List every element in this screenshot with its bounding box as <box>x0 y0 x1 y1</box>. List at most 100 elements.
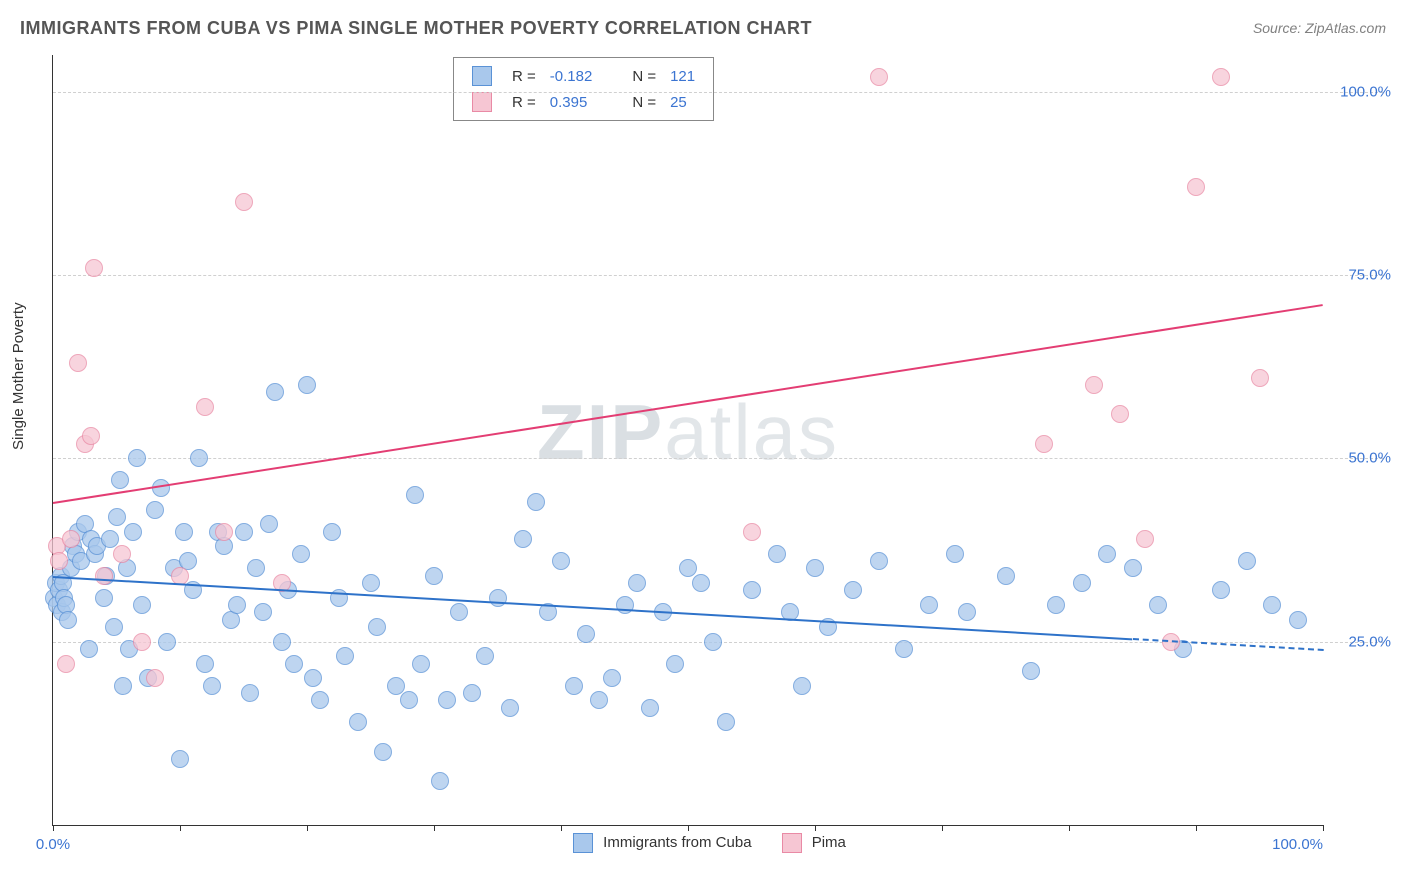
scatter-point <box>304 669 322 687</box>
scatter-point <box>1136 530 1154 548</box>
scatter-point <box>412 655 430 673</box>
scatter-point <box>374 743 392 761</box>
scatter-point <box>1111 405 1129 423</box>
scatter-point <box>273 633 291 651</box>
scatter-point <box>95 589 113 607</box>
scatter-point <box>793 677 811 695</box>
x-tick <box>307 825 308 831</box>
scatter-point <box>1085 376 1103 394</box>
scatter-point <box>285 655 303 673</box>
scatter-point <box>292 545 310 563</box>
scatter-point <box>85 259 103 277</box>
scatter-point <box>806 559 824 577</box>
stats-row: R =0.395N =25 <box>466 90 701 114</box>
scatter-point <box>1073 574 1091 592</box>
x-tick-label: 0.0% <box>36 836 70 853</box>
scatter-point <box>514 530 532 548</box>
scatter-point <box>62 530 80 548</box>
scatter-point <box>406 486 424 504</box>
scatter-point <box>717 713 735 731</box>
scatter-point <box>82 427 100 445</box>
scatter-point <box>1124 559 1142 577</box>
scatter-point <box>196 655 214 673</box>
scatter-point <box>95 567 113 585</box>
scatter-point <box>1149 596 1167 614</box>
scatter-point <box>1263 596 1281 614</box>
x-tick <box>180 825 181 831</box>
y-axis-label: Single Mother Poverty <box>10 302 27 450</box>
scatter-point <box>175 523 193 541</box>
scatter-point <box>1289 611 1307 629</box>
scatter-point <box>114 677 132 695</box>
scatter-point <box>228 596 246 614</box>
scatter-point <box>958 603 976 621</box>
scatter-point <box>387 677 405 695</box>
scatter-point <box>431 772 449 790</box>
scatter-point <box>997 567 1015 585</box>
scatter-point <box>565 677 583 695</box>
scatter-point <box>743 523 761 541</box>
scatter-point <box>704 633 722 651</box>
scatter-point <box>235 523 253 541</box>
chart-title: IMMIGRANTS FROM CUBA VS PIMA SINGLE MOTH… <box>20 18 812 38</box>
legend-item: Pima <box>782 833 846 853</box>
x-tick-label: 100.0% <box>1272 836 1323 853</box>
x-tick <box>1069 825 1070 831</box>
scatter-point <box>50 552 68 570</box>
scatter-point <box>59 611 77 629</box>
scatter-point <box>146 501 164 519</box>
scatter-point <box>349 713 367 731</box>
scatter-point <box>1098 545 1116 563</box>
scatter-point <box>476 647 494 665</box>
scatter-point <box>1187 178 1205 196</box>
trend-line <box>1132 638 1323 651</box>
scatter-point <box>171 750 189 768</box>
scatter-point <box>590 691 608 709</box>
y-tick-label: 25.0% <box>1331 633 1391 650</box>
scatter-point <box>124 523 142 541</box>
scatter-point <box>298 376 316 394</box>
scatter-point <box>146 669 164 687</box>
scatter-point <box>768 545 786 563</box>
scatter-point <box>260 515 278 533</box>
scatter-point <box>603 669 621 687</box>
scatter-point <box>552 552 570 570</box>
scatter-point <box>247 559 265 577</box>
scatter-point <box>501 699 519 717</box>
watermark: ZIPatlas <box>537 387 839 478</box>
x-tick <box>1196 825 1197 831</box>
scatter-point <box>311 691 329 709</box>
scatter-point <box>128 449 146 467</box>
scatter-point <box>57 655 75 673</box>
scatter-point <box>920 596 938 614</box>
scatter-point <box>527 493 545 511</box>
x-tick <box>942 825 943 831</box>
scatter-point <box>844 581 862 599</box>
gridline <box>53 275 1383 276</box>
scatter-point <box>666 655 684 673</box>
scatter-point <box>241 684 259 702</box>
gridline <box>53 92 1383 93</box>
y-tick-label: 100.0% <box>1331 83 1391 100</box>
scatter-point <box>108 508 126 526</box>
scatter-point <box>158 633 176 651</box>
scatter-point <box>336 647 354 665</box>
scatter-point <box>368 618 386 636</box>
scatter-point <box>450 603 468 621</box>
y-tick-label: 50.0% <box>1331 450 1391 467</box>
scatter-point <box>113 545 131 563</box>
scatter-point <box>215 523 233 541</box>
scatter-point <box>946 545 964 563</box>
stats-row: R =-0.182N =121 <box>466 64 701 88</box>
scatter-point <box>190 449 208 467</box>
scatter-point <box>69 354 87 372</box>
x-tick <box>434 825 435 831</box>
scatter-point <box>692 574 710 592</box>
scatter-point <box>1212 581 1230 599</box>
scatter-point <box>111 471 129 489</box>
scatter-point <box>1047 596 1065 614</box>
scatter-point <box>196 398 214 416</box>
scatter-point <box>105 618 123 636</box>
scatter-point <box>235 193 253 211</box>
scatter-point <box>1035 435 1053 453</box>
